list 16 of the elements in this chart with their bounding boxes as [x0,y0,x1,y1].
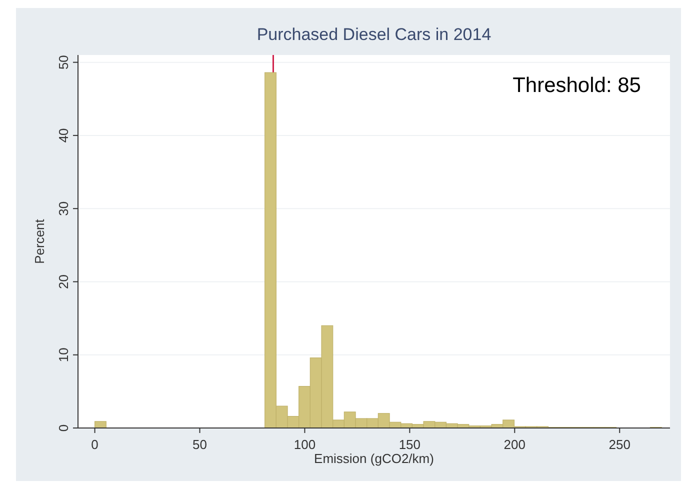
x-tick-label: 100 [294,437,316,452]
y-tick-label: 10 [56,348,71,362]
y-tick-label: 30 [56,201,71,216]
y-axis-title: Percent [32,218,47,264]
y-tick-label: 0 [56,424,71,432]
chart-title: Purchased Diesel Cars in 2014 [256,25,492,44]
x-tick-label: 0 [91,437,98,452]
annotation: Threshold: 85 [512,74,641,97]
y-tick-label: 50 [56,55,71,70]
x-tick-label: 250 [608,437,630,452]
x-tick-label: 50 [192,437,207,452]
x-tick-label: 150 [398,437,421,452]
x-axis-title: Emission (gCO2/km) [314,451,434,466]
y-tick-label: 20 [56,274,71,289]
y-tick-label: 40 [56,128,71,143]
x-tick-label: 200 [504,437,526,452]
